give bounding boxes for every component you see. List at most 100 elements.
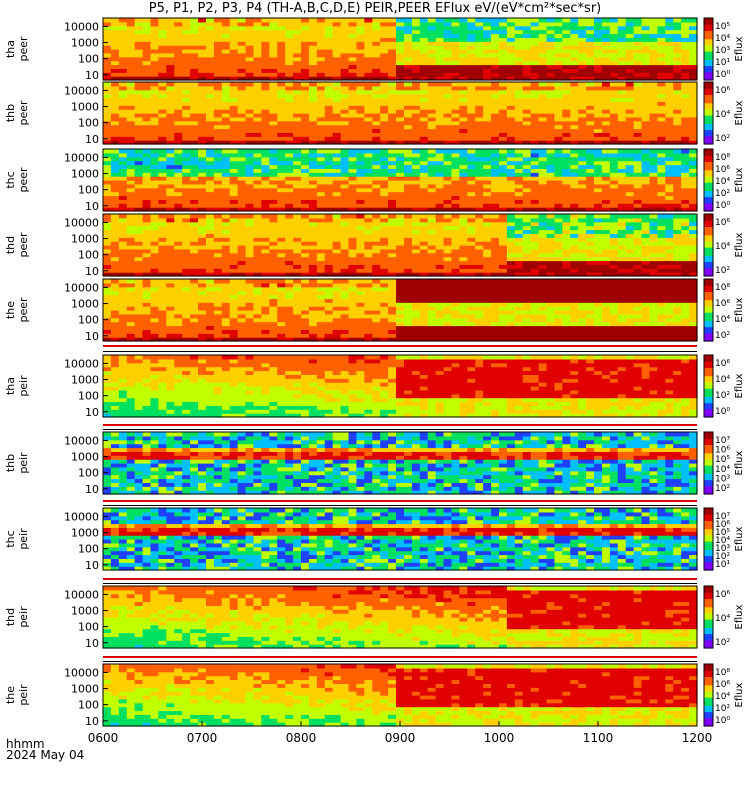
heatmap-cell	[158, 172, 167, 177]
heatmap-cell	[499, 56, 508, 62]
heatmap-cell	[253, 221, 262, 227]
heatmap-cell	[348, 89, 358, 95]
heatmap-cell	[285, 172, 294, 177]
heatmap-cell	[443, 109, 453, 114]
heatmap-cell	[261, 64, 270, 69]
heatmap-cell	[126, 89, 136, 95]
heatmap-cell	[419, 241, 429, 246]
heatmap-cell	[285, 136, 294, 141]
heatmap-cell	[665, 136, 674, 141]
heatmap-cell	[586, 217, 595, 223]
heatmap-cell	[499, 199, 508, 204]
heatmap-cell	[625, 260, 635, 265]
heatmap-cell	[609, 85, 619, 91]
heatmap-cell	[388, 37, 397, 42]
heatmap-cell	[673, 89, 682, 95]
heatmap-cell	[601, 132, 611, 137]
heatmap-cell	[403, 56, 413, 62]
heatmap-cell	[601, 176, 611, 181]
heatmap-cell	[356, 248, 365, 254]
heatmap-cell	[578, 233, 587, 238]
heatmap-cell	[673, 152, 682, 158]
heatmap-cell	[459, 56, 468, 62]
heatmap-cell	[190, 164, 199, 169]
heatmap-cell	[673, 149, 682, 154]
heatmap-cell	[356, 140, 365, 145]
heatmap-cell	[245, 132, 255, 137]
heatmap-cell	[689, 136, 698, 141]
heatmap-cell	[403, 132, 413, 137]
heatmap-cell	[213, 128, 223, 133]
heatmap-cell	[467, 120, 476, 126]
heatmap-cell	[673, 195, 682, 200]
heatmap-cell	[388, 183, 397, 189]
heatmap-cell	[340, 41, 350, 46]
heatmap-cell	[348, 41, 358, 46]
heatmap-cell	[570, 221, 579, 227]
heatmap-cell	[546, 191, 556, 197]
heatmap-cell	[586, 85, 595, 91]
heatmap-cell	[625, 68, 635, 73]
heatmap-cell	[301, 21, 310, 27]
heatmap-cell	[277, 237, 286, 242]
heatmap-cell	[419, 64, 429, 69]
heatmap-cell	[578, 168, 587, 173]
heatmap-cell	[158, 76, 167, 81]
heatmap-cell	[594, 168, 603, 173]
heatmap-cell	[324, 264, 334, 269]
heatmap-cell	[514, 195, 524, 200]
heatmap-cell	[443, 176, 453, 181]
heatmap-cell	[427, 264, 437, 269]
heatmap-cell	[221, 45, 231, 50]
heatmap-cell	[285, 124, 294, 130]
heatmap-cell	[570, 195, 579, 200]
heatmap-cell	[134, 214, 144, 219]
heatmap-cell	[332, 49, 342, 54]
heatmap-cell	[316, 109, 326, 114]
heatmap-cell	[293, 56, 302, 62]
heatmap-cell	[617, 49, 627, 54]
heatmap-cell	[150, 140, 160, 145]
heatmap-cell	[609, 256, 619, 262]
heatmap-cell	[285, 64, 294, 69]
heatmap-cell	[570, 82, 579, 87]
heatmap-cell	[221, 56, 231, 62]
heatmap-cell	[483, 128, 492, 133]
heatmap-cell	[689, 229, 698, 234]
heatmap-cell	[586, 152, 595, 158]
heatmap-cell	[609, 245, 619, 250]
heatmap-cell	[340, 64, 350, 69]
heatmap-cell	[617, 248, 627, 254]
heatmap-cell	[340, 149, 350, 154]
heatmap-cell	[499, 260, 508, 265]
heatmap-cell	[332, 18, 342, 23]
heatmap-cell	[681, 49, 690, 54]
heatmap-cell	[625, 25, 635, 31]
heatmap-cell	[364, 18, 373, 23]
heatmap-cell	[578, 272, 587, 277]
heatmap-cell	[538, 101, 548, 106]
heatmap-cell	[522, 172, 532, 177]
heatmap-cell	[174, 21, 183, 27]
heatmap-cell	[530, 245, 540, 250]
heatmap-cell	[110, 203, 120, 208]
heatmap-cell	[150, 199, 160, 204]
heatmap-cell	[198, 56, 207, 62]
heatmap-cell	[182, 132, 191, 137]
heatmap-cell	[356, 152, 365, 158]
heatmap-cell	[221, 21, 231, 27]
heatmap-cell	[348, 97, 358, 102]
colorbar-segment	[704, 165, 713, 169]
heatmap-cell	[673, 56, 682, 62]
heatmap-cell	[657, 68, 666, 73]
heatmap-cell	[475, 93, 484, 99]
heatmap-cell	[372, 68, 381, 73]
heatmap-cell	[126, 164, 136, 169]
heatmap-cell	[380, 260, 389, 265]
heatmap-cell	[499, 183, 508, 189]
heatmap-cell	[617, 136, 627, 141]
heatmap-cell	[261, 180, 270, 185]
heatmap-cell	[475, 113, 484, 118]
heatmap-cell	[277, 183, 286, 189]
heatmap-cell	[657, 245, 666, 250]
